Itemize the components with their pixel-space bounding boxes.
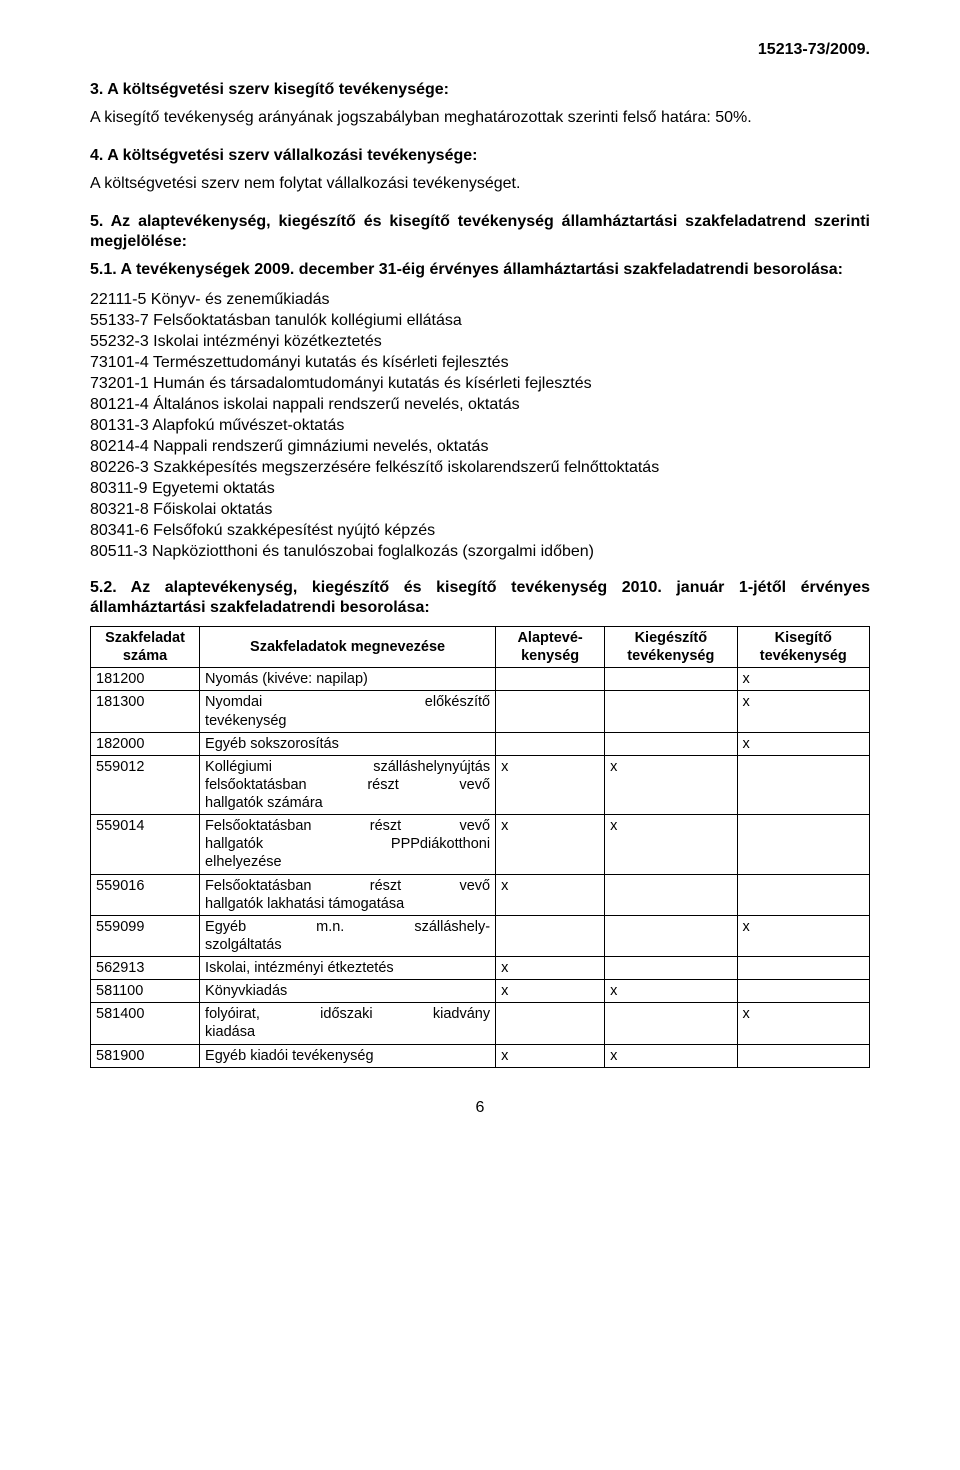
cell-kieg: x	[605, 980, 737, 1003]
cell-szam: 559014	[91, 815, 200, 874]
cell-kiseg	[737, 957, 869, 980]
cell-kiseg: x	[737, 915, 869, 956]
table-row: 562913Iskolai, intézményi étkeztetésx	[91, 957, 870, 980]
cell-szam: 181300	[91, 691, 200, 732]
cell-szam: 581400	[91, 1003, 200, 1044]
cell-kieg: x	[605, 1044, 737, 1067]
activity-code-line: 80121-4 Általános iskolai nappali rendsz…	[90, 395, 870, 415]
cell-megnev: folyóirat,időszakikiadványkiadása	[200, 1003, 496, 1044]
table-row: 559014FelsőoktatásbanrésztvevőhallgatókP…	[91, 815, 870, 874]
table-row: 581900Egyéb kiadói tevékenységxx	[91, 1044, 870, 1067]
page-number: 6	[90, 1098, 870, 1118]
cell-megnev: Felsőoktatásbanrésztvevőhallgatók lakhat…	[200, 874, 496, 915]
cell-megnev: Egyéb sokszorosítás	[200, 732, 496, 755]
activity-code-line: 73201-1 Humán és társadalomtudományi kut…	[90, 374, 870, 394]
cell-kieg	[605, 1003, 737, 1044]
cell-megnev: FelsőoktatásbanrésztvevőhallgatókPPPdiák…	[200, 815, 496, 874]
th-kieg: Kiegészítő tevékenység	[605, 627, 737, 668]
activity-code-line: 80214-4 Nappali rendszerű gimnáziumi nev…	[90, 437, 870, 457]
table-header-row: Szakfeladat száma Szakfeladatok megnevez…	[91, 627, 870, 668]
cell-kiseg	[737, 1044, 869, 1067]
cell-szam: 182000	[91, 732, 200, 755]
th-szam: Szakfeladat száma	[91, 627, 200, 668]
section-3-paragraph: A kisegítő tevékenység arányának jogszab…	[90, 108, 870, 128]
cell-kieg	[605, 957, 737, 980]
cell-kieg: x	[605, 815, 737, 874]
cell-alap	[496, 1003, 605, 1044]
section-5-1-heading-text: 5.1. A tevékenységek 2009. december 31-é…	[90, 261, 843, 278]
cell-alap	[496, 915, 605, 956]
table-row: 559016Felsőoktatásbanrésztvevőhallgatók …	[91, 874, 870, 915]
activity-code-line: 80511-3 Napköziotthoni és tanulószobai f…	[90, 542, 870, 562]
document-number: 15213-73/2009.	[90, 40, 870, 60]
cell-kiseg: x	[737, 668, 869, 691]
cell-alap: x	[496, 755, 605, 814]
cell-szam: 559099	[91, 915, 200, 956]
cell-megnev: Könyvkiadás	[200, 980, 496, 1003]
document-page: 15213-73/2009. 3. A költségvetési szerv …	[0, 0, 960, 1470]
activity-code-line: 80226-3 Szakképesítés megszerzésére felk…	[90, 458, 870, 478]
cell-kieg	[605, 874, 737, 915]
cell-alap	[496, 668, 605, 691]
activity-code-line: 80341-6 Felsőfokú szakképesítést nyújtó …	[90, 521, 870, 541]
cell-alap: x	[496, 980, 605, 1003]
cell-kiseg	[737, 980, 869, 1003]
activity-code-line: 80131-3 Alapfokú művészet-oktatás	[90, 416, 870, 436]
section-5-1-heading: 5.1. A tevékenységek 2009. december 31-é…	[90, 260, 870, 280]
cell-alap: x	[496, 957, 605, 980]
cell-alap: x	[496, 1044, 605, 1067]
activity-code-line: 80311-9 Egyetemi oktatás	[90, 479, 870, 499]
cell-kiseg	[737, 815, 869, 874]
cell-kieg	[605, 691, 737, 732]
activity-codes-list: 22111-5 Könyv- és zeneműkiadás55133-7 Fe…	[90, 290, 870, 562]
cell-megnev: Egyéb kiadói tevékenység	[200, 1044, 496, 1067]
table-row: 581100Könyvkiadásxx	[91, 980, 870, 1003]
cell-megnev: Nyomdaielőkészítőtevékenység	[200, 691, 496, 732]
cell-szam: 181200	[91, 668, 200, 691]
table-row: 559012Kollégiumiszálláshelynyújtásfelsőo…	[91, 755, 870, 814]
section-5-2-heading: 5.2. Az alaptevékenység, kiegészítő és k…	[90, 578, 870, 618]
cell-szam: 562913	[91, 957, 200, 980]
cell-kieg	[605, 915, 737, 956]
table-row: 181200Nyomás (kivéve: napilap) x	[91, 668, 870, 691]
cell-megnev: Kollégiumiszálláshelynyújtásfelsőoktatás…	[200, 755, 496, 814]
section-5-heading: 5. Az alaptevékenység, kiegészítő és kis…	[90, 212, 870, 252]
cell-alap: x	[496, 815, 605, 874]
cell-kiseg	[737, 755, 869, 814]
cell-kieg	[605, 668, 737, 691]
section-4-paragraph: A költségvetési szerv nem folytat vállal…	[90, 174, 870, 194]
cell-megnev: Iskolai, intézményi étkeztetés	[200, 957, 496, 980]
table-row: 559099Egyébm.n.szálláshely-szolgáltatás x	[91, 915, 870, 956]
activity-code-line: 55133-7 Felsőoktatásban tanulók kollégiu…	[90, 311, 870, 331]
table-row: 581400folyóirat,időszakikiadványkiadása x	[91, 1003, 870, 1044]
cell-szam: 581100	[91, 980, 200, 1003]
section-4-heading: 4. A költségvetési szerv vállalkozási te…	[90, 146, 870, 166]
cell-alap	[496, 732, 605, 755]
th-megnev: Szakfeladatok megnevezése	[200, 627, 496, 668]
activity-code-line: 80321-8 Főiskolai oktatás	[90, 500, 870, 520]
tasks-table: Szakfeladat száma Szakfeladatok megnevez…	[90, 626, 870, 1068]
cell-szam: 581900	[91, 1044, 200, 1067]
cell-megnev: Nyomás (kivéve: napilap)	[200, 668, 496, 691]
cell-szam: 559016	[91, 874, 200, 915]
cell-kieg	[605, 732, 737, 755]
cell-kiseg	[737, 874, 869, 915]
activity-code-line: 22111-5 Könyv- és zeneműkiadás	[90, 290, 870, 310]
cell-kiseg: x	[737, 1003, 869, 1044]
section-3-heading: 3. A költségvetési szerv kisegítő tevéke…	[90, 80, 870, 100]
activity-code-line: 55232-3 Iskolai intézményi közétkeztetés	[90, 332, 870, 352]
cell-szam: 559012	[91, 755, 200, 814]
th-kiseg: Kisegítő tevékenység	[737, 627, 869, 668]
cell-alap: x	[496, 874, 605, 915]
activity-code-line: 73101-4 Természettudományi kutatás és kí…	[90, 353, 870, 373]
cell-kiseg: x	[737, 732, 869, 755]
cell-kieg: x	[605, 755, 737, 814]
cell-kiseg: x	[737, 691, 869, 732]
cell-megnev: Egyébm.n.szálláshely-szolgáltatás	[200, 915, 496, 956]
th-alap: Alaptevé-kenység	[496, 627, 605, 668]
table-row: 181300Nyomdaielőkészítőtevékenység x	[91, 691, 870, 732]
cell-alap	[496, 691, 605, 732]
table-row: 182000Egyéb sokszorosítás x	[91, 732, 870, 755]
